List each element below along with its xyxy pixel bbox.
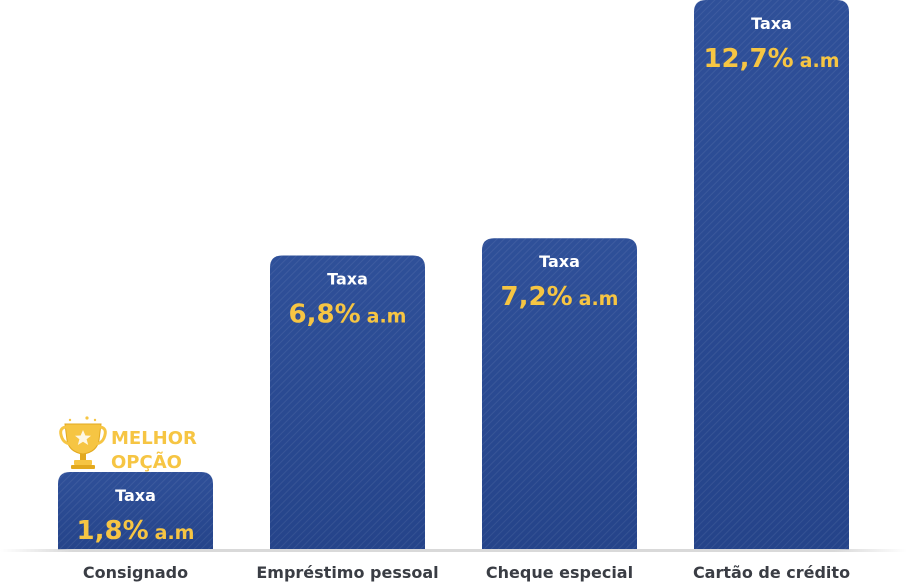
bar-group: Taxa 7,2% a.m [482, 238, 637, 551]
badge-line1: MELHOR [111, 428, 197, 449]
category-label: Consignado [83, 563, 188, 582]
data-label: 1,8% a.m [77, 516, 195, 546]
bar-group: Taxa 6,8% a.m [270, 255, 425, 550]
data-label-unit: a.m [579, 288, 619, 310]
data-label-unit: a.m [800, 50, 840, 72]
data-label-value: 7,2% [501, 282, 573, 312]
bar-group: Taxa 12,7% a.m [694, 0, 849, 550]
badge-line2: OPÇÃO [111, 450, 182, 473]
baseline [0, 549, 907, 552]
data-label-unit: a.m [367, 306, 407, 328]
data-label-value: 6,8% [289, 300, 361, 330]
category-label: Cartão de crédito [693, 563, 850, 582]
bar-texture [694, 0, 849, 550]
data-label-value: 1,8% [77, 516, 149, 546]
category-label: Cheque especial [486, 563, 633, 582]
bar-title-label: Taxa [115, 486, 156, 505]
bar-title-label: Taxa [327, 270, 368, 289]
data-label: 6,8% a.m [289, 300, 407, 330]
bar-group: Taxa 1,8% a.m [58, 472, 213, 550]
bar-texture [270, 255, 425, 550]
data-label-value: 12,7% [703, 44, 793, 74]
bar-title-label: Taxa [751, 14, 792, 33]
category-label: Empréstimo pessoal [256, 563, 438, 582]
data-label: 12,7% a.m [703, 44, 839, 74]
data-label: 7,2% a.m [501, 282, 619, 312]
trophy-icon [59, 416, 107, 469]
bar-title-label: Taxa [539, 252, 580, 271]
bar-texture [58, 472, 213, 550]
data-label-unit: a.m [155, 522, 195, 544]
bar-texture [482, 238, 637, 551]
